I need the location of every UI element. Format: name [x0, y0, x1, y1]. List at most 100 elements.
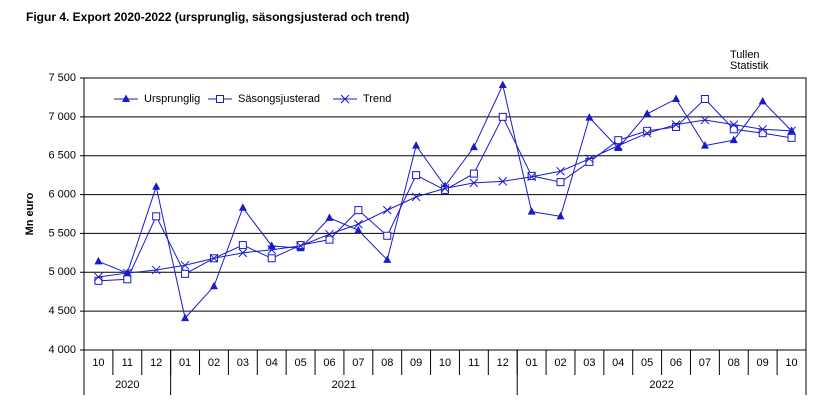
y-tick-label: 7 000	[48, 111, 76, 123]
data-point	[643, 126, 652, 135]
data-point	[672, 122, 681, 131]
x-tick-label: 10	[92, 357, 104, 369]
x-tick-label: 01	[526, 357, 538, 369]
year-label: 2022	[649, 379, 673, 391]
chart-title: Figur 4. Export 2020-2022 (ursprunglig, …	[26, 10, 409, 24]
data-point	[613, 141, 623, 150]
x-tick-label: 06	[323, 357, 335, 369]
y-tick-label: 7 500	[48, 72, 76, 84]
data-point	[383, 255, 392, 263]
data-point	[642, 128, 652, 138]
data-point	[469, 142, 478, 151]
x-tick-label: 11	[468, 357, 479, 369]
data-point	[94, 272, 103, 282]
data-point	[787, 126, 796, 134]
data-point	[267, 241, 276, 249]
data-point	[758, 129, 767, 138]
source-label: Tullen	[730, 49, 760, 61]
legend-marker	[340, 94, 350, 104]
x-tick-label: 10	[439, 357, 451, 369]
data-point	[787, 133, 796, 142]
data-point	[469, 178, 479, 188]
data-point	[325, 235, 334, 244]
data-point	[729, 120, 739, 129]
x-tick-label: 04	[612, 357, 624, 369]
data-point	[383, 231, 392, 240]
x-tick-label: 07	[352, 357, 364, 369]
data-point	[585, 113, 594, 121]
data-point	[267, 254, 276, 263]
data-point	[700, 141, 709, 149]
data-point	[700, 115, 710, 125]
year-label: 2021	[332, 379, 356, 391]
data-point	[556, 178, 565, 187]
x-tick-label: 02	[554, 357, 566, 369]
x-tick-label: 08	[381, 357, 393, 369]
x-tick-label: 01	[179, 357, 191, 369]
y-tick-label: 4 500	[48, 305, 76, 317]
x-tick-label: 03	[237, 357, 249, 369]
series-line	[98, 119, 792, 278]
x-tick-label: 12	[150, 357, 162, 369]
data-point	[238, 241, 247, 250]
data-point	[643, 109, 652, 117]
data-point	[411, 192, 421, 202]
data-point	[94, 256, 103, 265]
data-point	[469, 169, 478, 178]
data-point	[614, 136, 623, 145]
series-line	[98, 83, 792, 320]
legend-label: Säsongsjusterad	[238, 93, 320, 105]
data-point	[672, 94, 681, 102]
data-point	[209, 281, 218, 290]
y-tick-label: 6 000	[48, 188, 76, 200]
data-point	[325, 229, 334, 239]
data-point	[440, 184, 450, 193]
y-tick-label: 6 500	[48, 150, 76, 162]
x-tick-label: 06	[670, 357, 682, 369]
data-point	[498, 177, 508, 186]
x-tick-label: 04	[266, 357, 278, 369]
data-point	[412, 141, 421, 149]
data-point	[267, 245, 277, 255]
plot-frame	[83, 77, 807, 351]
x-tick-label: 05	[641, 357, 653, 369]
data-point	[296, 241, 305, 250]
legend-label: Trend	[363, 93, 391, 105]
data-point	[382, 205, 392, 215]
source-label: Statistik	[730, 60, 769, 72]
data-point	[758, 96, 767, 105]
x-tick-label: 07	[699, 357, 711, 369]
y-tick-label: 5 500	[48, 227, 76, 239]
x-tick-label: 03	[583, 357, 595, 369]
data-point	[700, 94, 709, 103]
data-point	[94, 276, 103, 285]
data-point	[412, 171, 421, 180]
x-tick-label: 11	[122, 357, 133, 369]
data-point	[152, 212, 161, 221]
data-point	[671, 120, 681, 129]
data-point	[498, 112, 507, 121]
data-point	[209, 253, 219, 263]
x-tick-label: 05	[294, 357, 306, 369]
y-axis-label: Mn euro	[24, 192, 36, 235]
data-point	[354, 219, 363, 229]
data-point	[354, 206, 363, 215]
data-point	[238, 248, 248, 258]
y-tick-label: 4 000	[48, 344, 76, 356]
data-point	[758, 124, 768, 134]
data-point	[238, 203, 247, 211]
legend-label: Ursprunglig	[144, 93, 200, 105]
data-point	[152, 182, 161, 190]
data-point	[527, 207, 536, 215]
data-point	[585, 154, 594, 164]
data-point	[729, 135, 738, 144]
x-tick-label: 10	[785, 357, 797, 369]
data-point	[556, 211, 565, 220]
x-tick-label: 09	[757, 357, 769, 369]
data-point	[181, 269, 190, 278]
x-tick-label: 08	[728, 357, 740, 369]
year-label: 2020	[115, 379, 139, 391]
data-point	[296, 241, 305, 251]
